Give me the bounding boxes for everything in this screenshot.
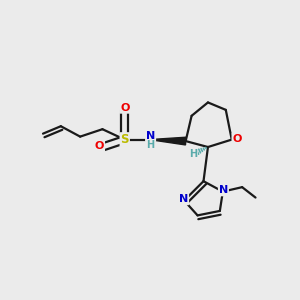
Polygon shape bbox=[149, 137, 186, 145]
Text: O: O bbox=[120, 103, 129, 113]
Text: S: S bbox=[121, 133, 129, 146]
Text: O: O bbox=[95, 141, 104, 152]
Text: N: N bbox=[219, 185, 228, 195]
Text: N: N bbox=[179, 194, 188, 204]
Text: H: H bbox=[146, 140, 155, 150]
Text: O: O bbox=[232, 134, 242, 144]
Text: H: H bbox=[189, 149, 197, 160]
Text: N: N bbox=[146, 131, 155, 141]
